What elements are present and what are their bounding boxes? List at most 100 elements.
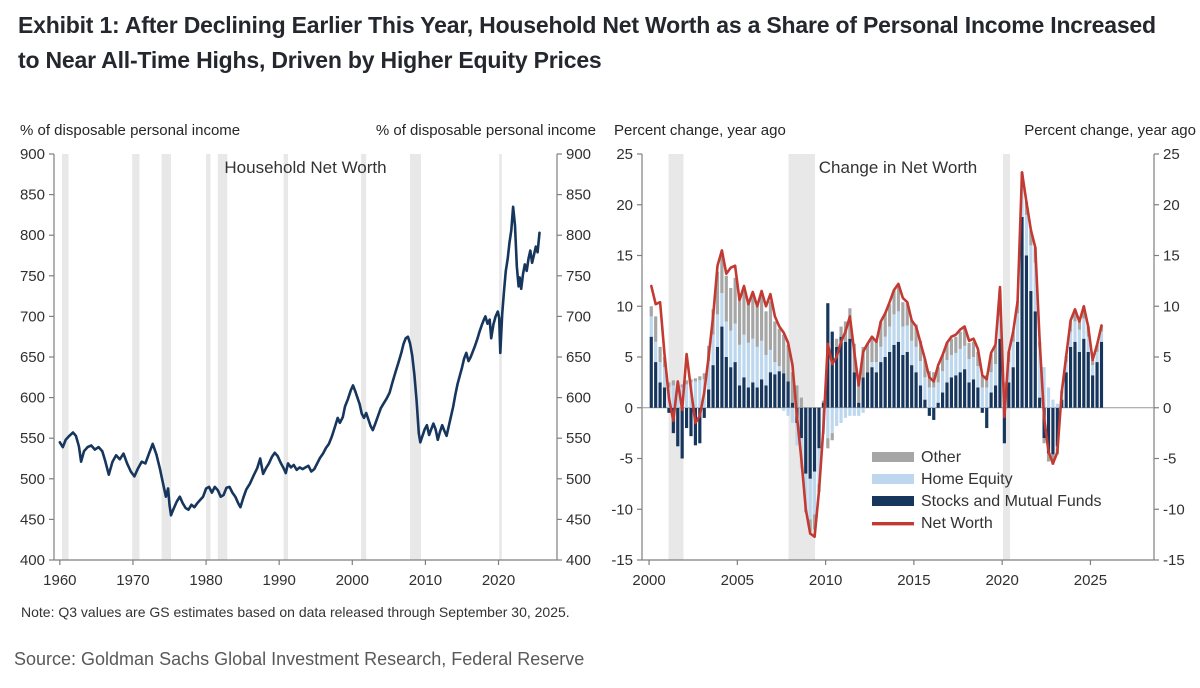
bar-segment bbox=[751, 293, 755, 339]
recession-band bbox=[361, 154, 367, 560]
bar-segment bbox=[737, 301, 742, 345]
bar-segment bbox=[998, 316, 1002, 339]
bar-segment bbox=[989, 353, 993, 373]
x-tick-label: 2025 bbox=[1074, 572, 1107, 589]
bar-segment bbox=[1011, 341, 1015, 368]
bar-segment bbox=[782, 373, 786, 408]
bar-segment bbox=[958, 331, 962, 349]
bar-segment bbox=[879, 321, 883, 347]
x-tick-label: 2020 bbox=[482, 572, 515, 589]
bar-segment bbox=[1064, 372, 1068, 408]
bar-segment bbox=[742, 377, 746, 408]
bar-segment bbox=[755, 346, 759, 388]
bar-segment bbox=[879, 362, 883, 408]
bar-segment bbox=[684, 407, 689, 429]
bar-segment bbox=[742, 291, 746, 335]
bar-segment bbox=[680, 384, 684, 388]
recession-band bbox=[499, 154, 502, 560]
bar-segment bbox=[654, 362, 658, 408]
bar-segment bbox=[826, 407, 830, 439]
y-tick-label: 600 bbox=[566, 390, 591, 407]
bar-segment bbox=[835, 338, 839, 347]
y-tick-label: 700 bbox=[20, 308, 45, 325]
bar-segment bbox=[874, 341, 878, 363]
y-tick-label: -5 bbox=[620, 451, 633, 468]
right-axis-unit-label: Percent change, year ago bbox=[1024, 122, 1196, 139]
bar-segment bbox=[945, 382, 949, 408]
bar-segment bbox=[967, 342, 971, 360]
bar-segment bbox=[790, 402, 795, 408]
bar-segment bbox=[923, 359, 927, 378]
bar-segment bbox=[667, 407, 671, 413]
y-tick-label: 900 bbox=[20, 146, 45, 163]
bar-segment bbox=[693, 381, 697, 408]
bar-segment bbox=[993, 364, 998, 386]
household-net-worth-line bbox=[58, 205, 541, 517]
bar-segment bbox=[852, 372, 856, 408]
bar-segment bbox=[790, 407, 795, 423]
bar-segment bbox=[702, 373, 706, 380]
bar-segment bbox=[1051, 454, 1055, 465]
y-tick-label: 600 bbox=[20, 390, 45, 407]
bar-segment bbox=[1077, 321, 1081, 330]
bar-segment bbox=[662, 387, 667, 408]
bar-segment bbox=[768, 349, 773, 373]
bar-segment bbox=[888, 326, 892, 352]
y-tick-label: 450 bbox=[20, 511, 45, 528]
bar-segment bbox=[870, 367, 874, 408]
bar-segment bbox=[1029, 230, 1033, 246]
right-axis-unit-label: % of disposable personal income bbox=[376, 122, 596, 139]
y-tick-label: 750 bbox=[566, 268, 591, 285]
bar-segment bbox=[874, 372, 878, 408]
bar-segment bbox=[729, 367, 733, 408]
bar-segment bbox=[976, 366, 980, 388]
recession-band bbox=[132, 154, 140, 560]
x-tick-label: 1960 bbox=[43, 572, 76, 589]
bar-segment bbox=[658, 346, 662, 363]
bar-segment bbox=[737, 385, 742, 408]
bar-segment bbox=[971, 357, 976, 380]
y-tick-label: -5 bbox=[1163, 451, 1176, 468]
bar-segment bbox=[1082, 338, 1086, 408]
y-tick-label: 900 bbox=[566, 146, 591, 163]
recession-band bbox=[1003, 154, 1011, 560]
bar-segment bbox=[905, 303, 909, 326]
bar-segment bbox=[773, 362, 777, 375]
bar-segment bbox=[760, 379, 764, 408]
bar-segment bbox=[799, 397, 803, 408]
bar-segment bbox=[830, 407, 834, 434]
bar-segment bbox=[808, 478, 812, 520]
y-tick-label: 800 bbox=[20, 227, 45, 244]
bar-segment bbox=[839, 326, 843, 337]
bar-segment bbox=[958, 348, 962, 373]
chart-svg: 400 400 450 450 500 500 550 550 600 600 650 650 700 7… bbox=[20, 122, 596, 589]
y-tick-label: 15 bbox=[1163, 248, 1180, 265]
bar-segment bbox=[976, 387, 980, 408]
bar-segment bbox=[760, 294, 764, 341]
bar-segment bbox=[883, 336, 887, 357]
bar-segment bbox=[998, 338, 1002, 408]
bar-segment bbox=[945, 360, 949, 383]
legend-label: Other bbox=[921, 449, 962, 466]
bar-segment bbox=[782, 407, 786, 411]
bar-segment bbox=[1002, 407, 1006, 444]
bar-segment bbox=[839, 336, 843, 408]
bar-segment bbox=[949, 377, 953, 408]
x-tick-label: 2005 bbox=[721, 572, 754, 589]
bar-segment bbox=[808, 519, 812, 532]
bar-segment bbox=[755, 306, 759, 347]
y-tick-label: 20 bbox=[616, 197, 633, 214]
bar-segment bbox=[852, 407, 856, 416]
bar-segment bbox=[698, 407, 702, 444]
bar-segment bbox=[773, 374, 777, 408]
bar-segment bbox=[1029, 291, 1033, 408]
bar-segment bbox=[883, 357, 887, 408]
bar-segment bbox=[963, 345, 967, 370]
recession-band bbox=[668, 154, 684, 560]
bar-segment bbox=[689, 407, 693, 437]
bar-segment bbox=[724, 357, 728, 408]
bar-segment bbox=[918, 340, 923, 362]
bar-segment bbox=[888, 304, 892, 327]
bar-segment bbox=[1073, 309, 1077, 322]
